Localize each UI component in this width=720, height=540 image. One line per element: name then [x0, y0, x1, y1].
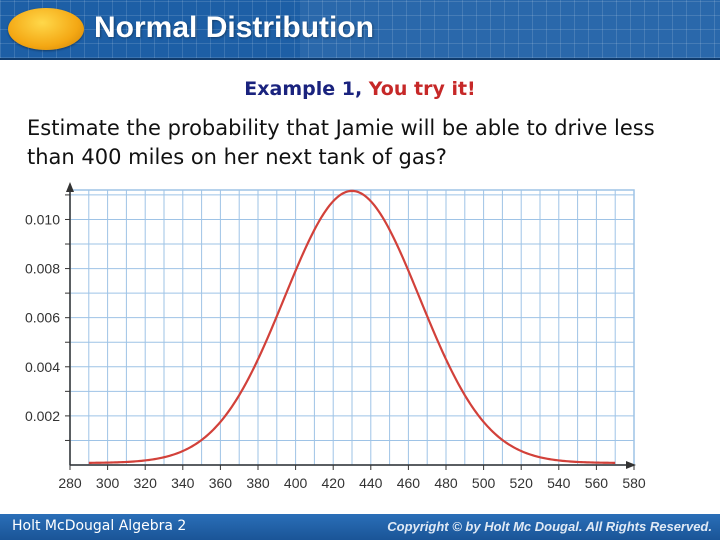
x-tick-label: 380 — [246, 475, 270, 491]
example-highlight: You try it! — [368, 78, 476, 100]
normal-curve-line — [88, 189, 616, 464]
x-tick-label: 320 — [134, 475, 158, 491]
x-tick-label: 460 — [397, 475, 421, 491]
logo-oval-icon — [8, 8, 84, 50]
y-tick-label: 0.006 — [25, 310, 60, 326]
x-tick-label: 480 — [434, 475, 458, 491]
slide-title: Normal Distribution — [94, 11, 375, 44]
y-tick-label: 0.004 — [25, 359, 60, 375]
x-tick-label: 300 — [96, 475, 120, 491]
x-axis-arrow — [626, 461, 636, 469]
question-text: Estimate the probability that Jamie will… — [27, 116, 655, 169]
x-tick-label: 440 — [359, 475, 383, 491]
x-tick-label: 540 — [547, 475, 571, 491]
example-heading: Example 1, You try it! — [0, 78, 720, 100]
footer-course: Holt McDougal Algebra 2 — [12, 518, 187, 534]
x-tick-label: 560 — [585, 475, 609, 491]
footer-copyright: Copyright © by Holt Mc Dougal. All Right… — [387, 519, 712, 534]
normal-distribution-chart: 280 300 320 340 360 380 400 420 440 460 480 500 520 5… — [25, 182, 646, 491]
x-tick-label: 500 — [472, 475, 496, 491]
x-tick-label: 420 — [322, 475, 346, 491]
x-tick-label: 360 — [209, 475, 233, 491]
x-tick-label: 520 — [510, 475, 534, 491]
y-axis-arrow — [66, 182, 74, 192]
footer-bar: Holt McDougal Algebra 2 Copyright © by H… — [0, 514, 720, 540]
y-tick-label: 0.002 — [25, 408, 60, 424]
y-tick-label: 0.010 — [25, 211, 60, 227]
x-tick-label: 340 — [171, 475, 195, 491]
x-tick-label: 400 — [284, 475, 308, 491]
example-label: Example 1, — [244, 78, 363, 100]
y-tick-label: 0.008 — [25, 261, 60, 277]
x-tick-label: 580 — [622, 475, 646, 491]
title-bar: Normal Distribution — [0, 0, 720, 60]
x-tick-label: 280 — [58, 475, 82, 491]
